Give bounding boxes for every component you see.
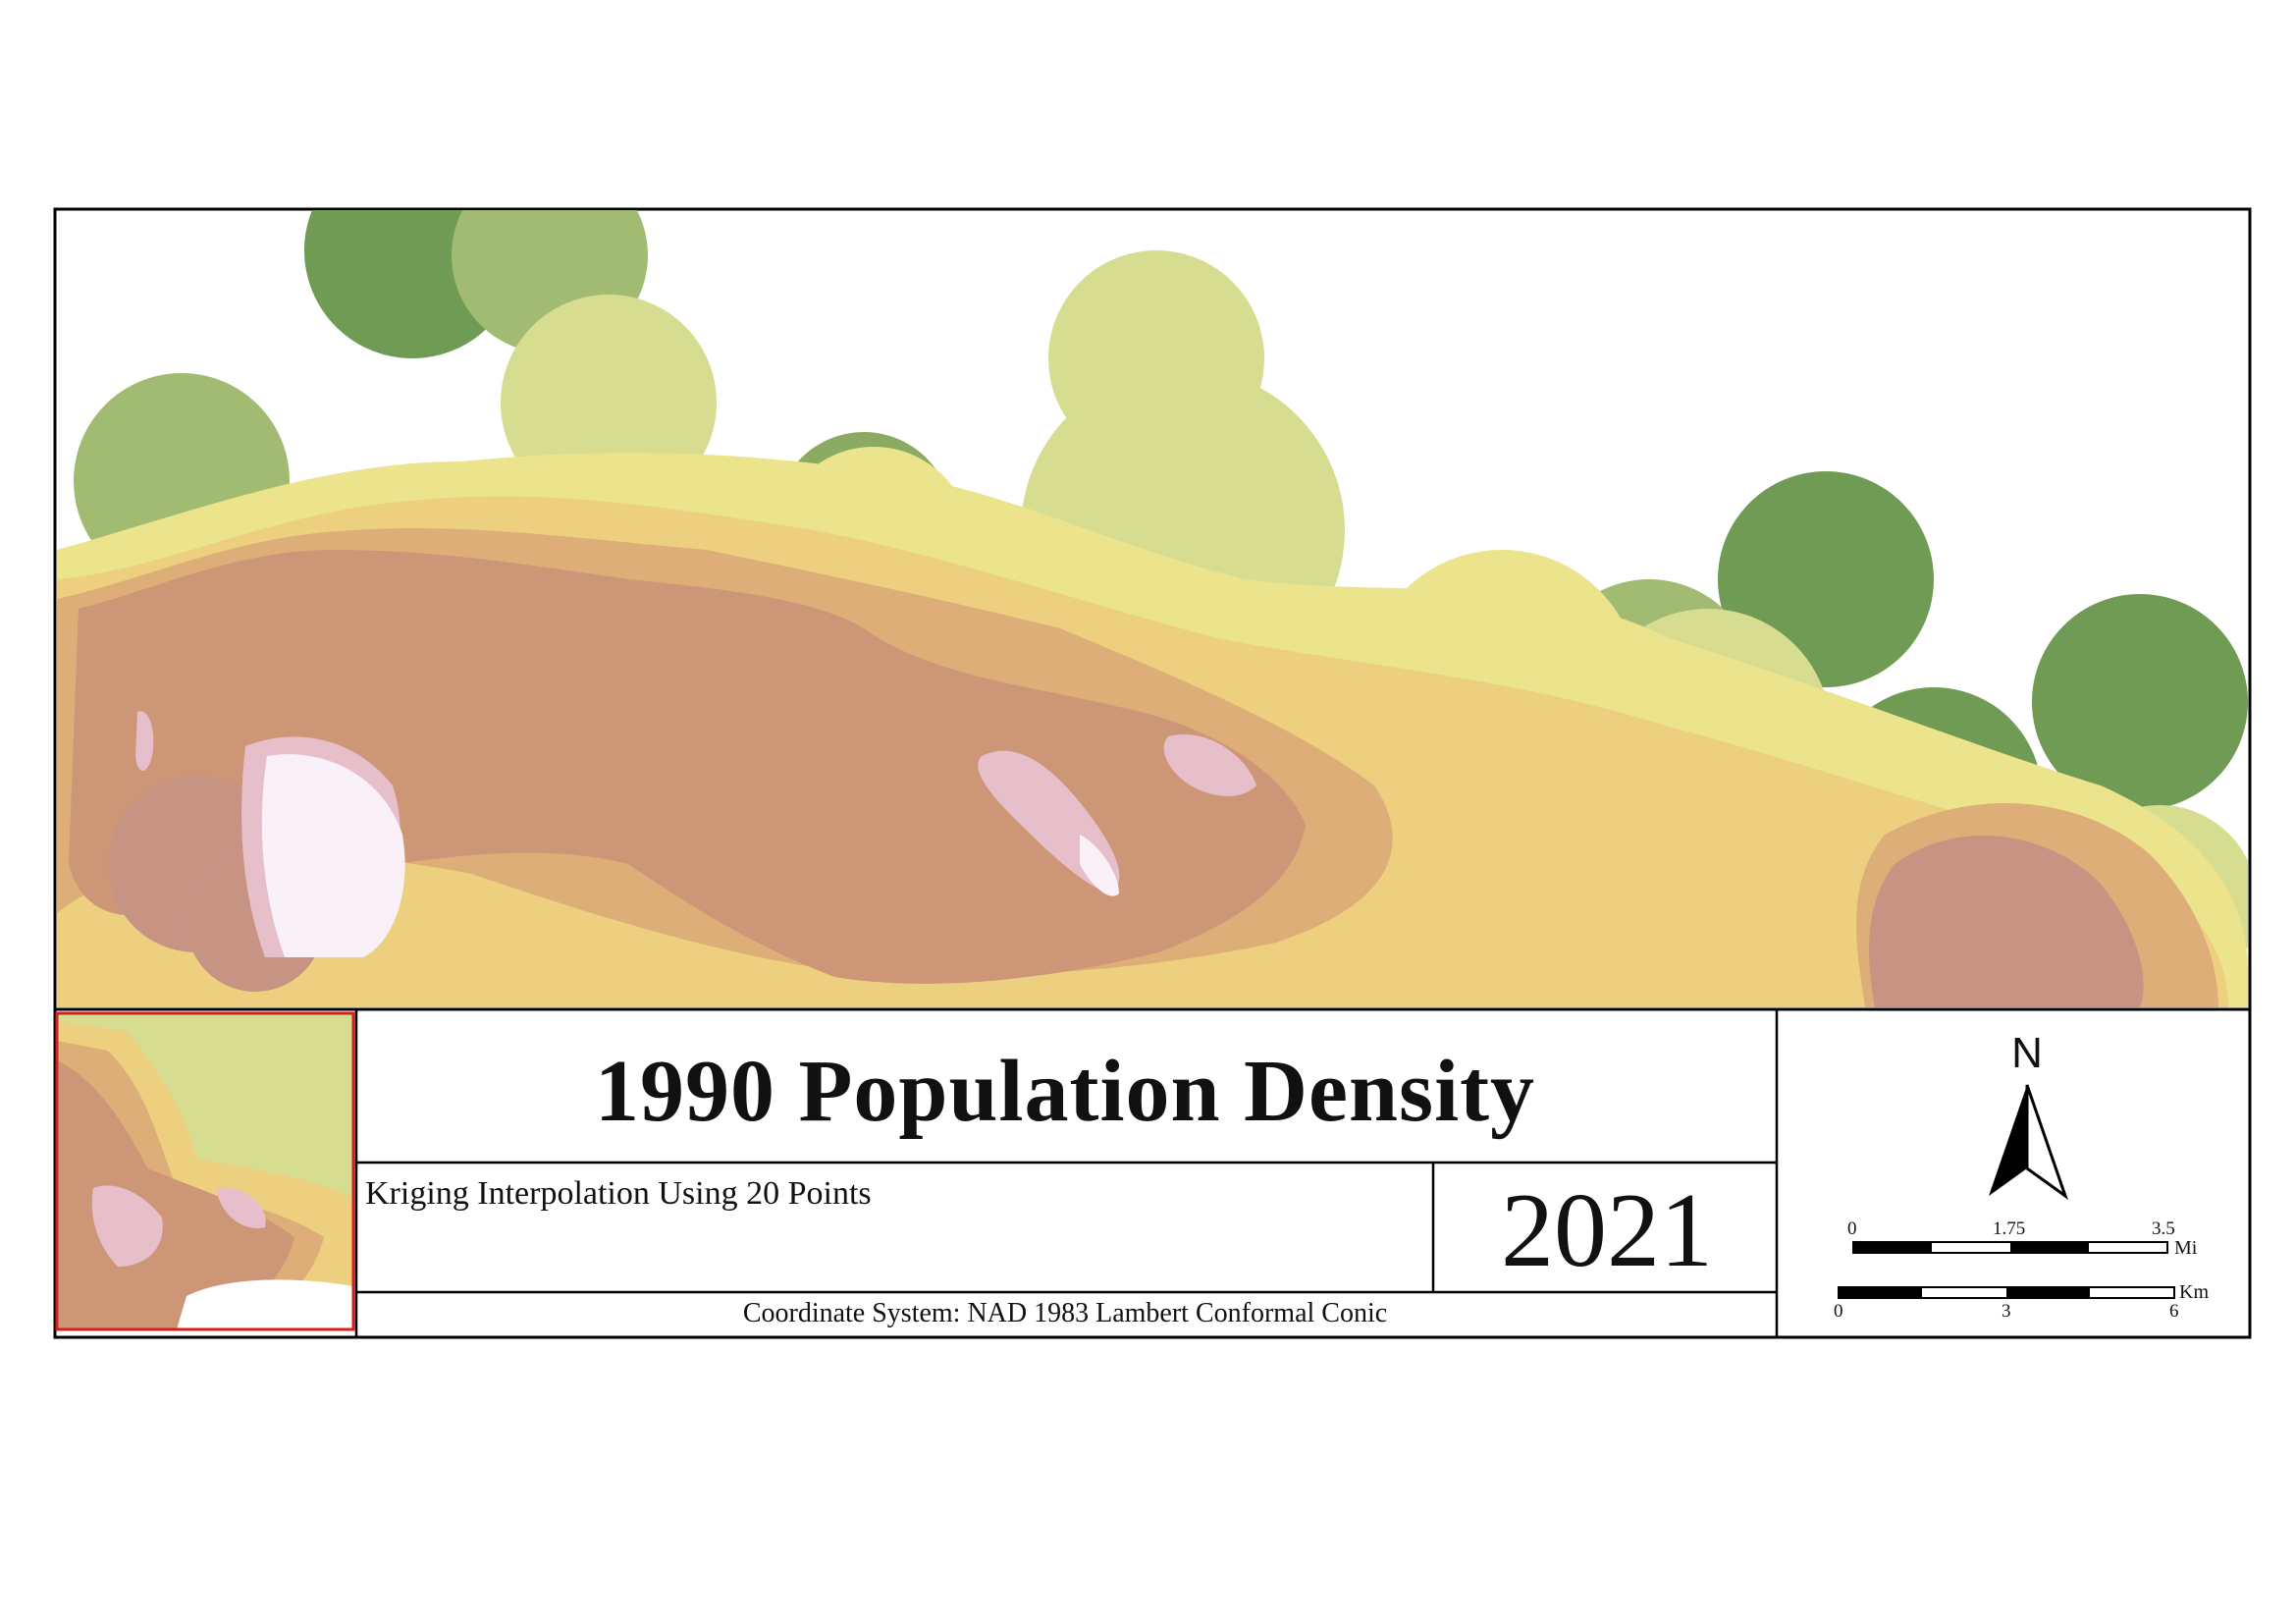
scale-tick-mi-2: 3.5 [2152, 1218, 2175, 1239]
map-year: 2021 [1501, 1172, 1713, 1289]
scale-bar-km [1838, 1286, 2175, 1299]
coordinate-system: Coordinate System: NAD 1983 Lambert Conf… [742, 1298, 1388, 1328]
inset-map-border [55, 1011, 355, 1331]
scale-bar-miles [1852, 1241, 2168, 1254]
scale-unit-km: Km [2179, 1281, 2209, 1303]
map-title: 1990 Population Density [594, 1043, 1536, 1140]
main-map[interactable] [57, 142, 2258, 1007]
scale-tick-km-1: 3 [2002, 1301, 2011, 1322]
north-arrow-icon [1989, 1084, 2068, 1200]
north-label: N [2011, 1029, 2043, 1077]
scale-unit-mi: Mi [2174, 1237, 2198, 1259]
map-subtitle: Kriging Interpolation Using 20 Points [365, 1175, 872, 1212]
inset-map [57, 1013, 353, 1329]
scale-tick-mi-1: 1.75 [1993, 1218, 2026, 1239]
scale-tick-mi-0: 0 [1847, 1218, 1857, 1239]
scale-tick-km-0: 0 [1834, 1301, 1843, 1322]
scale-tick-km-2: 6 [2169, 1301, 2179, 1322]
